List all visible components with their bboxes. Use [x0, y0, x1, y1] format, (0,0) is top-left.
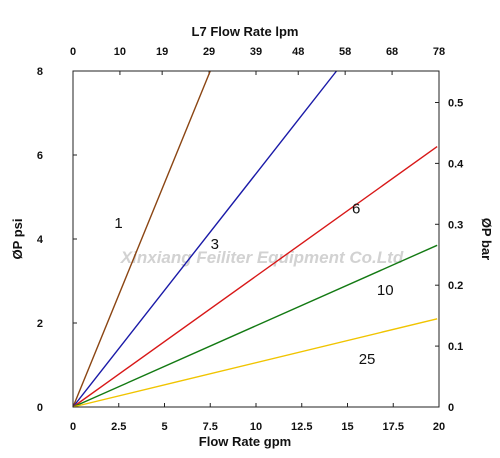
x-tick-label: 2.5	[111, 421, 126, 433]
x-top-tick-label: 68	[386, 46, 398, 58]
x-top-tick-label: 39	[250, 46, 262, 58]
x-tick-label: 5	[161, 421, 167, 433]
series-line-3	[72, 70, 338, 408]
series-line-10	[72, 244, 438, 408]
series-line-1	[72, 70, 211, 408]
axes-ticks	[72, 70, 440, 408]
x-tick-label: 0	[70, 421, 76, 433]
curve-label-6: 6	[352, 201, 360, 218]
y-axis-title: ØP psi	[10, 219, 25, 260]
curve-label-10: 10	[377, 282, 394, 299]
y-right-tick-label: 0.5	[448, 97, 463, 109]
y-tick-label: 4	[37, 234, 44, 246]
curve-label-3: 3	[211, 236, 219, 253]
x-tick-label: 10	[250, 421, 262, 433]
x-top-tick-label: 58	[339, 46, 351, 58]
curve-label-1: 1	[114, 215, 122, 232]
plot-frame	[72, 70, 440, 408]
y-right-tick-label: 0	[448, 402, 454, 414]
y-right-tick-label: 0.1	[448, 341, 463, 353]
series-line-25	[72, 318, 438, 408]
x-tick-label: 20	[433, 421, 445, 433]
x-tick-label: 17.5	[383, 421, 404, 433]
y-tick-label: 2	[37, 318, 43, 330]
y-right-tick-label: 0.4	[448, 158, 464, 170]
x-top-tick-label: 48	[292, 46, 304, 58]
watermark: Xinxiang Feiliter Equipment Co.Ltd	[120, 248, 404, 267]
curve-label-25: 25	[359, 351, 376, 368]
x-tick-label: 7.5	[203, 421, 218, 433]
y-tick-label: 8	[37, 66, 43, 78]
x-top-tick-label: 19	[156, 46, 168, 58]
x-top-tick-label: 0	[70, 46, 76, 58]
series-line-6	[72, 146, 438, 408]
y-tick-label: 0	[37, 402, 43, 414]
x-tick-label: 12.5	[291, 421, 312, 433]
curve-labels: 1 3 6 10 25	[114, 201, 393, 369]
y-tick-label: 6	[37, 150, 43, 162]
x-top-tick-label: 10	[114, 46, 126, 58]
x-top-tick-label: 29	[203, 46, 215, 58]
x-top-axis-title: L7 Flow Rate lpm	[192, 24, 299, 39]
x-tick-label: 15	[341, 421, 353, 433]
x-axis-title: Flow Rate gpm	[199, 434, 291, 449]
y-right-tick-label: 0.2	[448, 280, 463, 292]
y-right-tick-label: 0.3	[448, 219, 463, 231]
tick-labels: 0 2.5 5 7.5 10 12.5 15 17.5 200 10 19 29 39 48 58 68 780…	[37, 46, 464, 433]
series-lines	[72, 70, 438, 408]
y-right-axis-title: ØP bar	[479, 218, 494, 260]
x-top-tick-label: 78	[433, 46, 445, 58]
